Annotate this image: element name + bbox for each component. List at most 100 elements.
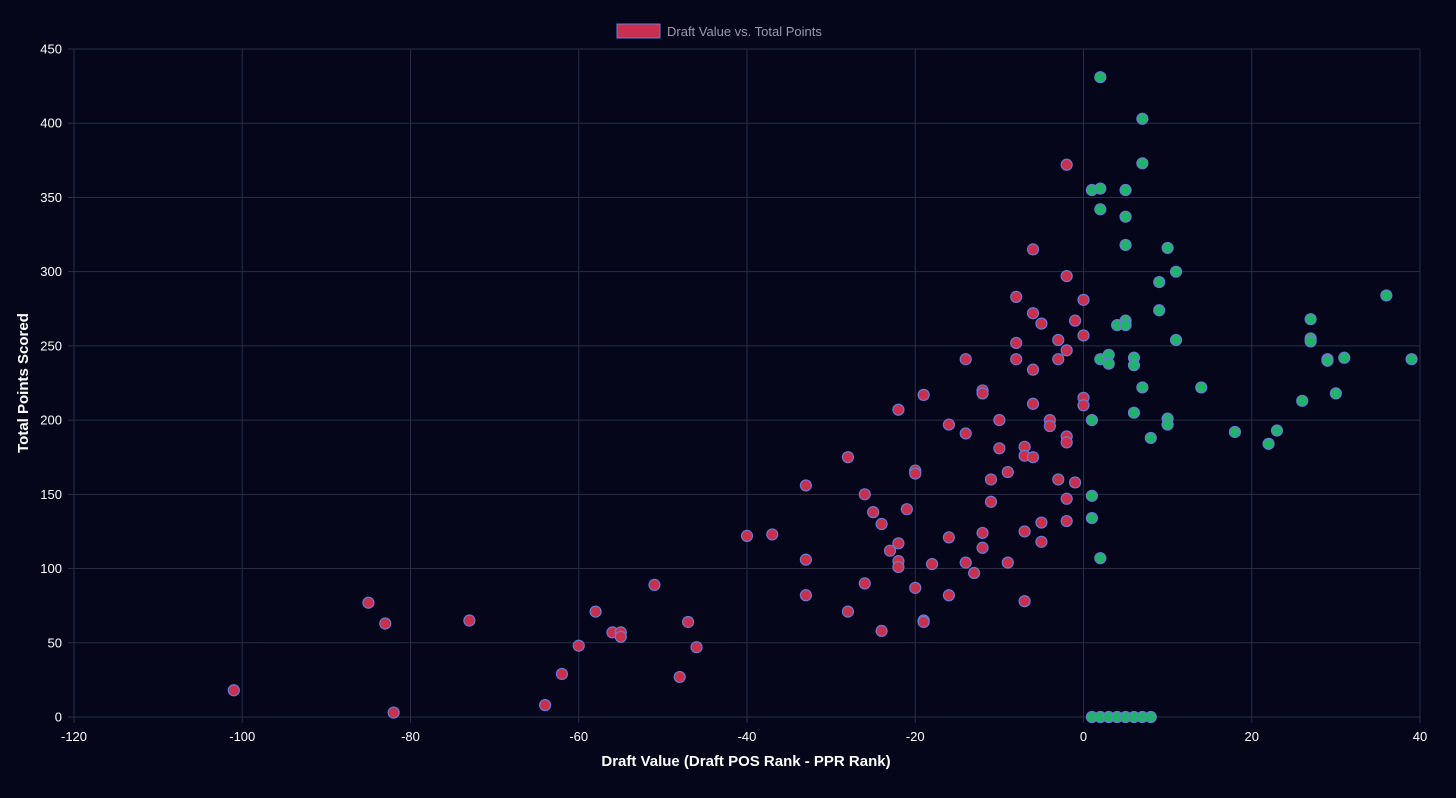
data-point-negative[interactable] bbox=[1010, 336, 1023, 350]
data-point-positive[interactable] bbox=[1195, 381, 1208, 394]
data-point-negative[interactable] bbox=[1060, 270, 1073, 283]
data-point-negative[interactable] bbox=[909, 581, 922, 594]
data-point-positive[interactable] bbox=[1304, 313, 1317, 326]
data-point-negative[interactable] bbox=[1001, 465, 1014, 479]
data-point-negative[interactable] bbox=[1026, 243, 1040, 256]
data-point-negative[interactable] bbox=[589, 605, 602, 618]
data-point-positive[interactable] bbox=[1338, 351, 1351, 364]
data-point-negative[interactable] bbox=[387, 706, 400, 719]
data-point-negative[interactable] bbox=[799, 589, 812, 602]
data-point-positive[interactable] bbox=[1127, 359, 1141, 372]
data-point-positive[interactable] bbox=[1270, 424, 1284, 437]
data-point-negative[interactable] bbox=[1077, 399, 1090, 412]
legend[interactable]: Draft Value vs. Total Points bbox=[616, 23, 822, 39]
data-point-positive[interactable] bbox=[1161, 418, 1174, 431]
data-point-negative[interactable] bbox=[673, 670, 686, 684]
data-point-positive[interactable] bbox=[1321, 354, 1334, 367]
data-point-positive[interactable] bbox=[1136, 381, 1149, 394]
data-point-negative[interactable] bbox=[1035, 535, 1048, 548]
data-point-negative[interactable] bbox=[1035, 516, 1048, 529]
data-point-negative[interactable] bbox=[614, 630, 627, 643]
data-point-positive[interactable] bbox=[1262, 437, 1275, 450]
data-point-positive[interactable] bbox=[1119, 238, 1132, 252]
data-point-positive[interactable] bbox=[1169, 333, 1183, 347]
data-point-negative[interactable] bbox=[942, 589, 956, 602]
data-point-positive[interactable] bbox=[1405, 353, 1418, 366]
data-point-positive[interactable] bbox=[1228, 425, 1242, 439]
data-point-negative[interactable] bbox=[1026, 307, 1040, 320]
data-point-positive[interactable] bbox=[1119, 210, 1132, 223]
data-point-negative[interactable] bbox=[976, 387, 989, 400]
data-point-positive[interactable] bbox=[1119, 319, 1132, 332]
data-point-negative[interactable] bbox=[875, 624, 888, 638]
data-point-negative[interactable] bbox=[463, 614, 476, 627]
data-point-positive[interactable] bbox=[1144, 431, 1157, 445]
data-point-negative[interactable] bbox=[799, 553, 812, 566]
data-point-negative[interactable] bbox=[572, 639, 585, 652]
data-point-negative[interactable] bbox=[917, 615, 930, 629]
data-point-negative[interactable] bbox=[379, 617, 392, 630]
data-point-positive[interactable] bbox=[1136, 157, 1149, 170]
data-point-negative[interactable] bbox=[909, 467, 922, 480]
data-point-negative[interactable] bbox=[858, 577, 871, 590]
data-point-negative[interactable] bbox=[858, 488, 871, 501]
data-point-negative[interactable] bbox=[740, 529, 754, 542]
data-point-negative[interactable] bbox=[1026, 397, 1040, 410]
data-point-negative[interactable] bbox=[942, 418, 956, 431]
data-point-negative[interactable] bbox=[976, 526, 989, 540]
data-point-negative[interactable] bbox=[1060, 158, 1073, 171]
data-point-negative[interactable] bbox=[984, 495, 998, 508]
data-point-positive[interactable] bbox=[1169, 265, 1183, 278]
data-point-positive[interactable] bbox=[1085, 511, 1099, 525]
data-point-negative[interactable] bbox=[690, 641, 703, 654]
data-point-positive[interactable] bbox=[1304, 335, 1317, 348]
data-point-negative[interactable] bbox=[1018, 525, 1031, 538]
data-point-positive[interactable] bbox=[1094, 71, 1107, 84]
data-point-negative[interactable] bbox=[984, 473, 998, 486]
data-point-negative[interactable] bbox=[968, 566, 981, 580]
data-point-negative[interactable] bbox=[227, 684, 240, 697]
data-point-negative[interactable] bbox=[1068, 314, 1082, 327]
data-point-positive[interactable] bbox=[1102, 357, 1115, 370]
data-point-negative[interactable] bbox=[766, 528, 779, 541]
data-point-negative[interactable] bbox=[917, 388, 930, 401]
data-point-positive[interactable] bbox=[1119, 183, 1132, 197]
data-point-negative[interactable] bbox=[841, 451, 855, 464]
data-point-negative[interactable] bbox=[1043, 419, 1056, 433]
data-point-positive[interactable] bbox=[1127, 406, 1141, 419]
data-point-negative[interactable] bbox=[959, 427, 972, 440]
data-point-positive[interactable] bbox=[1085, 414, 1099, 427]
data-point-negative[interactable] bbox=[959, 556, 972, 569]
data-point-negative[interactable] bbox=[799, 479, 812, 492]
data-point-negative[interactable] bbox=[1077, 293, 1090, 306]
data-point-negative[interactable] bbox=[648, 578, 661, 591]
data-point-negative[interactable] bbox=[925, 558, 939, 571]
data-point-positive[interactable] bbox=[1094, 203, 1107, 216]
data-point-negative[interactable] bbox=[900, 503, 913, 516]
data-point-positive[interactable] bbox=[1329, 387, 1342, 400]
data-point-negative[interactable] bbox=[1068, 476, 1082, 489]
data-point-positive[interactable] bbox=[1296, 394, 1309, 407]
data-point-negative[interactable] bbox=[555, 667, 569, 681]
data-point-negative[interactable] bbox=[993, 442, 1006, 455]
data-point-negative[interactable] bbox=[942, 531, 956, 544]
data-point-negative[interactable] bbox=[1052, 333, 1065, 347]
data-point-negative[interactable] bbox=[682, 615, 695, 629]
data-point-negative[interactable] bbox=[1001, 556, 1014, 569]
data-point-positive[interactable] bbox=[1136, 112, 1149, 125]
data-point-negative[interactable] bbox=[362, 596, 375, 609]
data-point-negative[interactable] bbox=[1010, 353, 1023, 366]
data-point-negative[interactable] bbox=[875, 517, 888, 531]
data-point-positive[interactable] bbox=[1380, 289, 1393, 302]
data-point-negative[interactable] bbox=[1060, 514, 1073, 528]
data-point-negative[interactable] bbox=[1018, 595, 1031, 608]
data-point-positive[interactable] bbox=[1144, 710, 1157, 724]
data-point-negative[interactable] bbox=[892, 560, 905, 574]
data-point-positive[interactable] bbox=[1094, 182, 1107, 195]
data-point-negative[interactable] bbox=[1052, 473, 1065, 486]
data-point-negative[interactable] bbox=[1052, 353, 1065, 366]
data-point-negative[interactable] bbox=[1010, 290, 1023, 304]
data-point-negative[interactable] bbox=[1077, 329, 1090, 342]
data-point-positive[interactable] bbox=[1161, 241, 1174, 255]
data-point-positive[interactable] bbox=[1085, 489, 1099, 502]
